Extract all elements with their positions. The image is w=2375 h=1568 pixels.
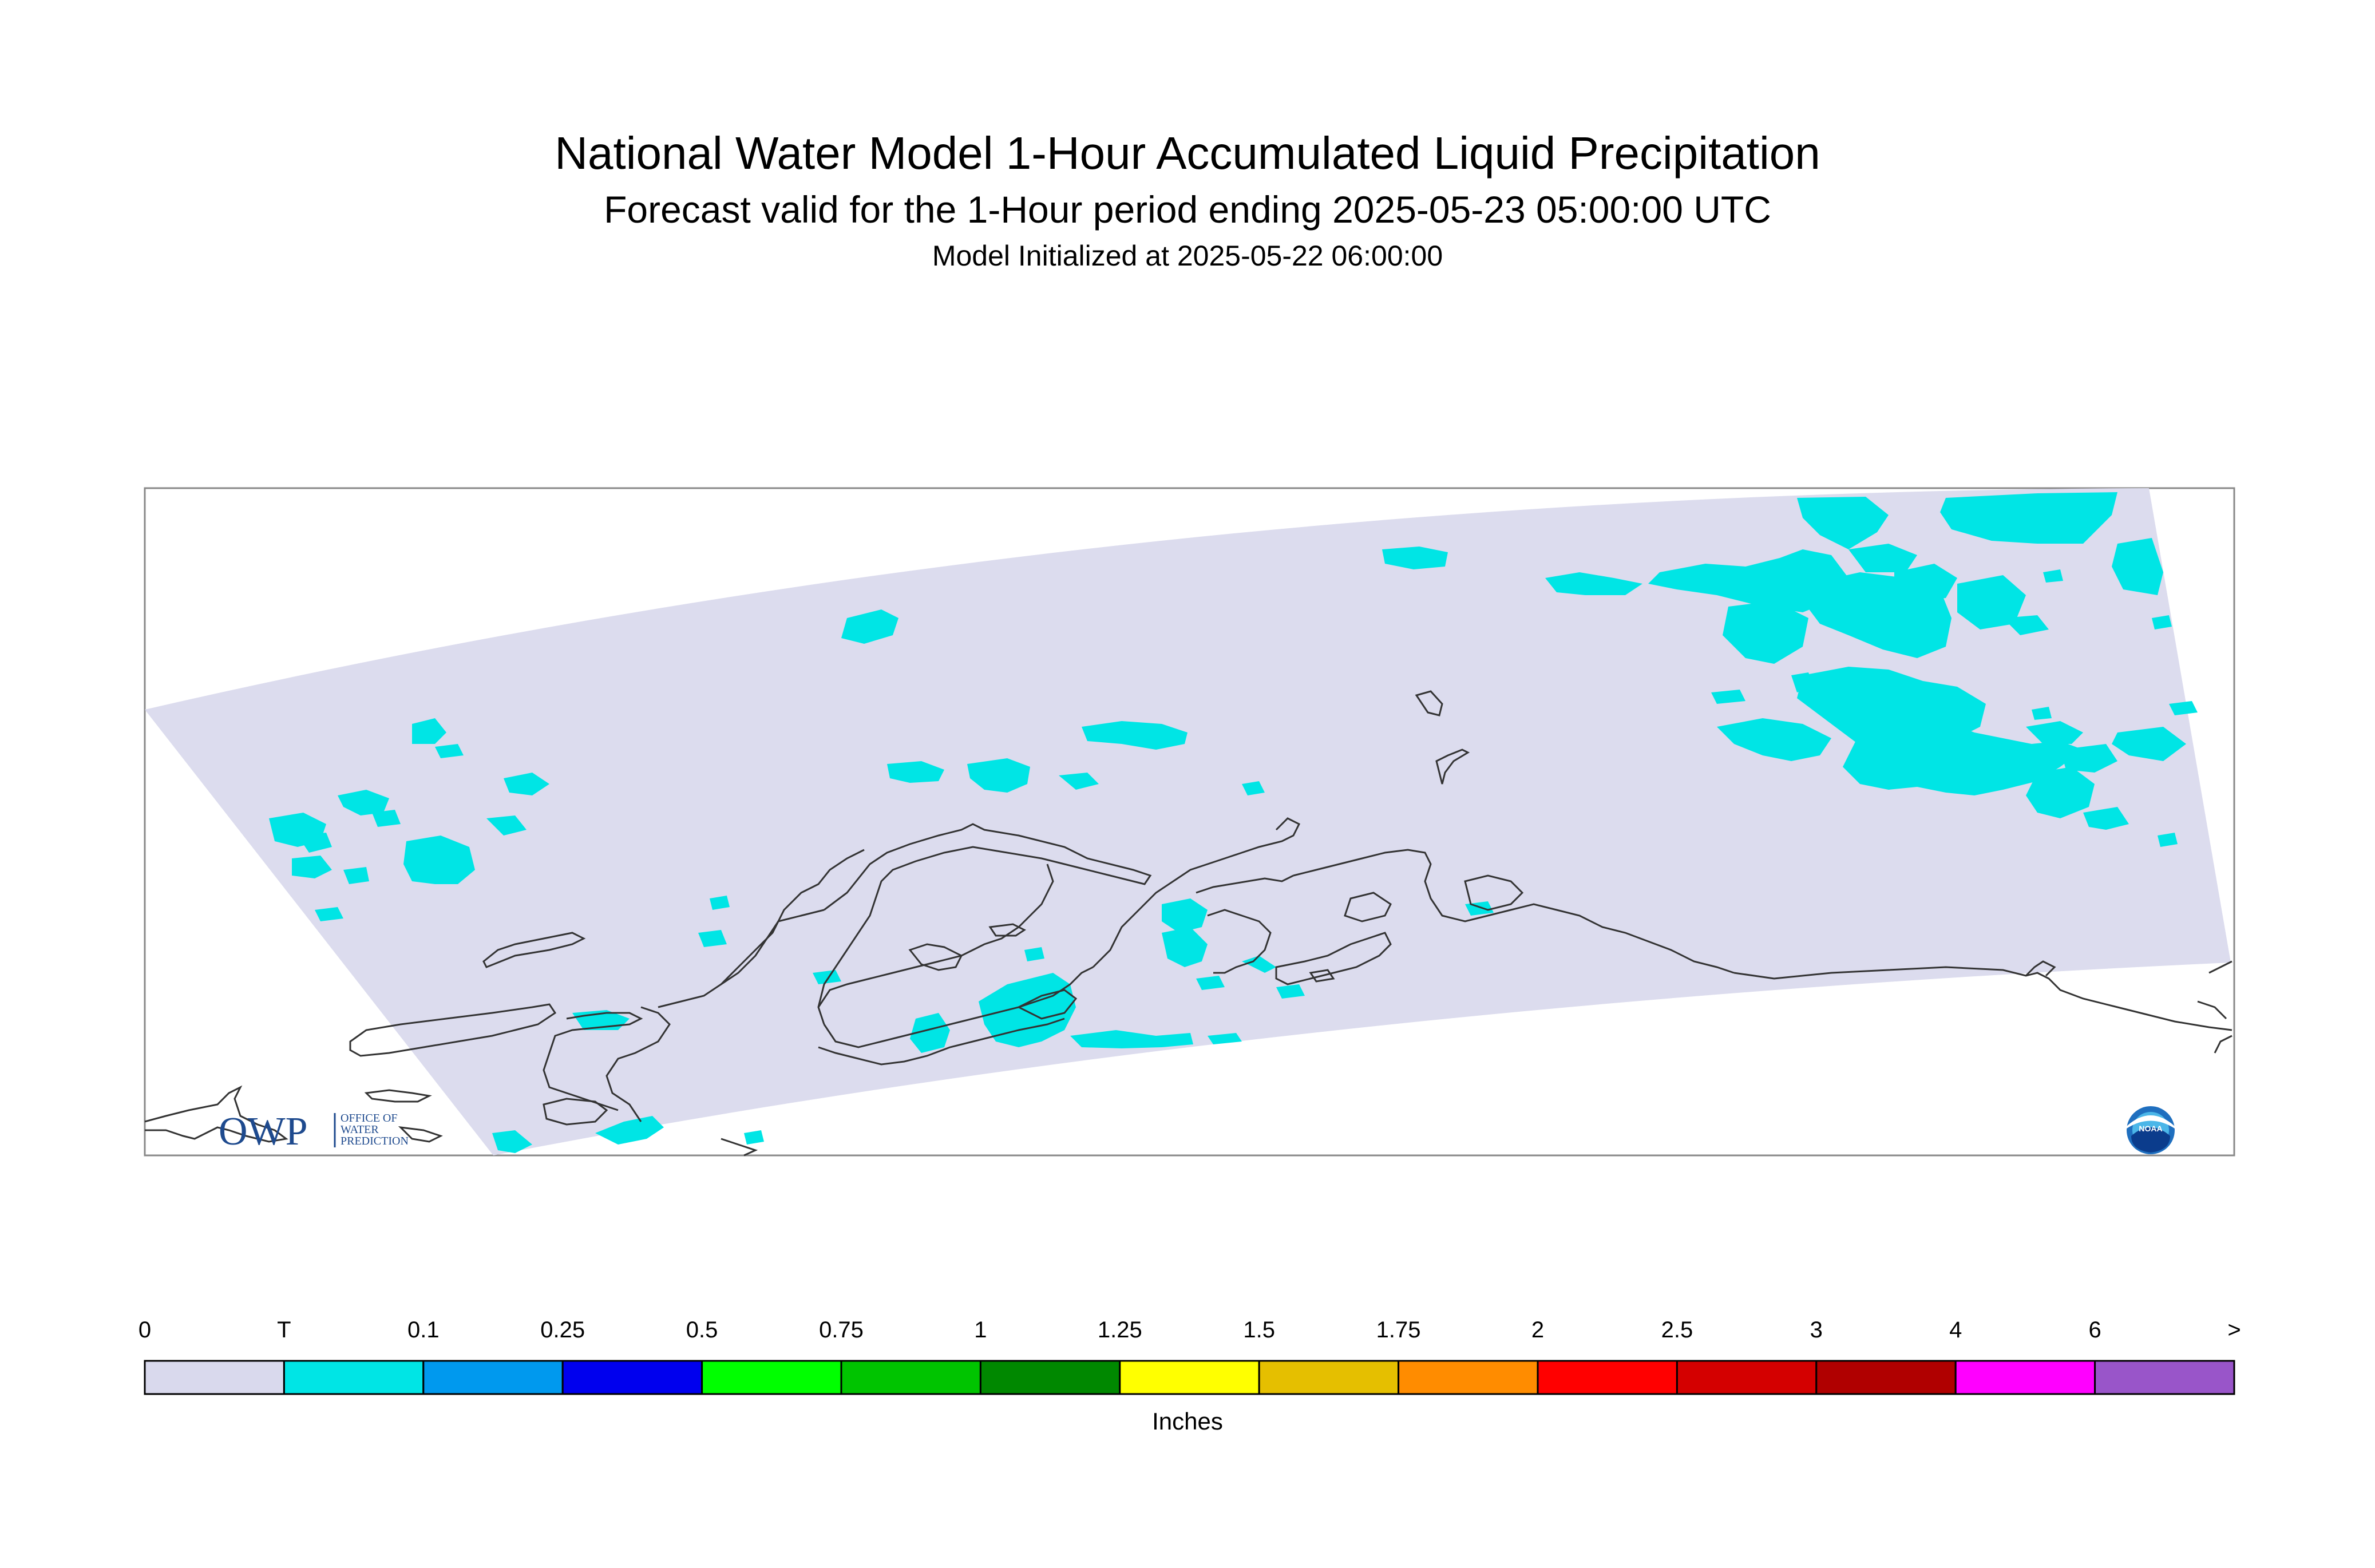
- noaa-logo: NOAA: [2127, 1106, 2175, 1154]
- legend-swatch: [979, 1360, 1121, 1395]
- legend-swatch: [1258, 1360, 1400, 1395]
- map-title: National Water Model 1-Hour Accumulated …: [555, 128, 1820, 179]
- legend-swatch: [840, 1360, 981, 1395]
- legend-swatch: [1676, 1360, 1818, 1395]
- map-subtitle: Forecast valid for the 1-Hour period end…: [604, 188, 1771, 231]
- svg-text:PREDICTION: PREDICTION: [341, 1135, 409, 1147]
- svg-text:NOAA: NOAA: [2139, 1124, 2162, 1133]
- legend-swatch: [283, 1360, 425, 1395]
- owp-logo: OWP OFFICE OF WATER PREDICTION: [219, 1110, 409, 1154]
- legend-swatch: [1119, 1360, 1260, 1395]
- precip-trace-areas: [269, 492, 2198, 1153]
- coastlines: [144, 690, 2232, 1157]
- svg-text:OWP: OWP: [219, 1110, 308, 1154]
- legend-swatch: [422, 1360, 564, 1395]
- legend-swatch: [1954, 1360, 2096, 1395]
- legend-swatch: [1815, 1360, 1957, 1395]
- legend-color-bar: [144, 1360, 2235, 1395]
- model-domain: [145, 488, 2231, 1155]
- svg-text:WATER: WATER: [341, 1123, 379, 1136]
- legend-swatch: [1537, 1360, 1678, 1395]
- legend-swatch: [561, 1360, 703, 1395]
- legend-swatch: [701, 1360, 842, 1395]
- svg-text:OFFICE OF: OFFICE OF: [341, 1112, 397, 1124]
- legend-units: Inches: [1152, 1408, 1223, 1435]
- legend-swatch: [2094, 1360, 2235, 1395]
- legend-swatch: [1398, 1360, 1539, 1395]
- model-init-time: Model Initialized at 2025-05-22 06:00:00: [932, 240, 1443, 272]
- legend-swatch: [144, 1360, 285, 1395]
